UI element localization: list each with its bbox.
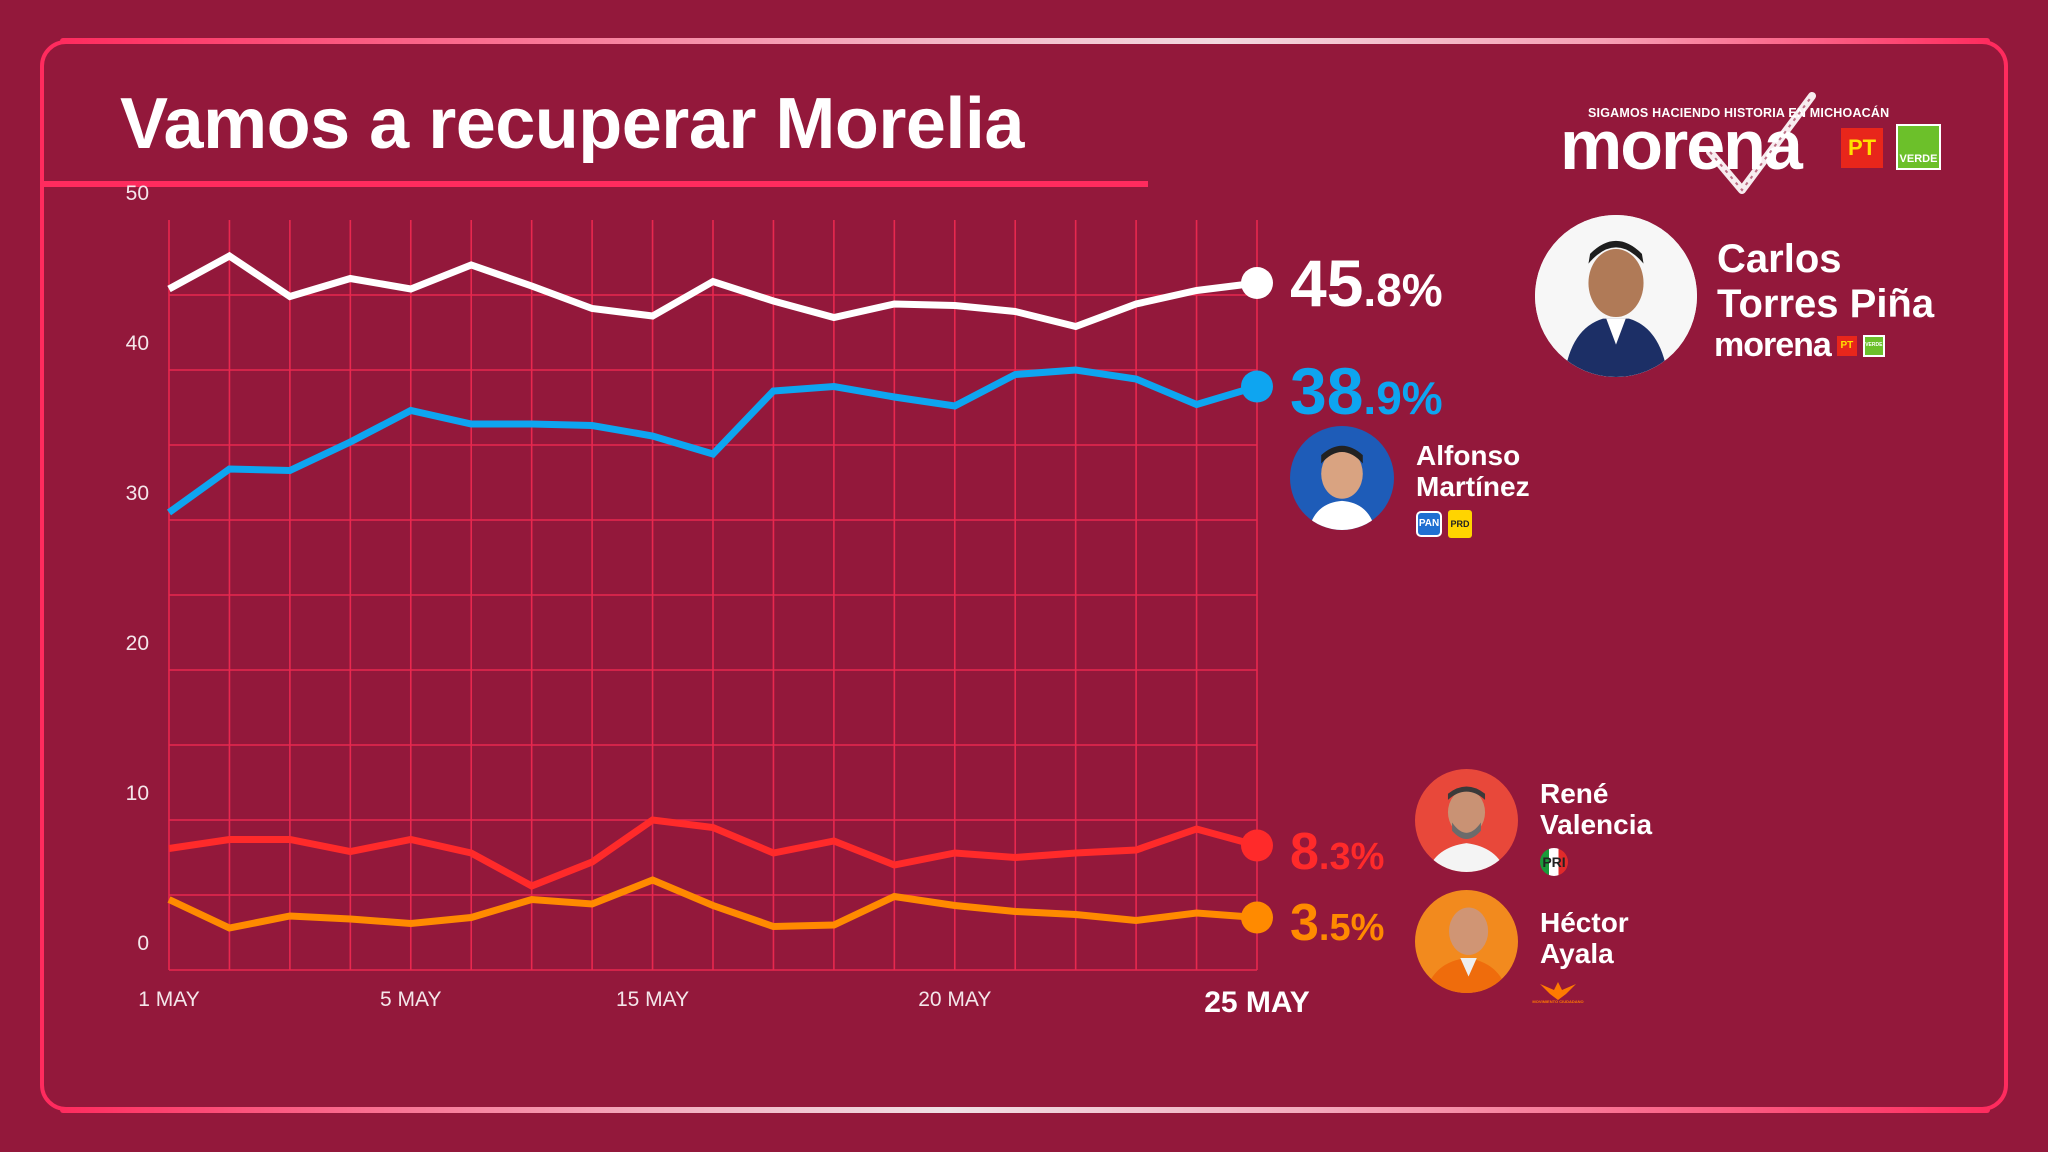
chart-end-markers <box>1241 267 1273 934</box>
martinez-parties: PAN PRD <box>1416 510 1472 538</box>
y-tick-label: 10 <box>125 782 149 805</box>
checkmark-icon <box>1706 92 1816 194</box>
x-tick-label: 5 MAY <box>380 988 442 1011</box>
ayala-percentage: 3.5% <box>1290 894 1385 952</box>
chart-grid <box>168 220 1258 971</box>
series-end-marker <box>1241 267 1273 299</box>
verde-logo-icon: VERDE <box>1862 334 1885 357</box>
x-tick-label: 25 MAY <box>1204 986 1310 1019</box>
martinez-photo <box>1290 426 1394 530</box>
valencia-parties: PRI <box>1540 848 1568 876</box>
torres-percentage: 45.8% <box>1290 246 1443 320</box>
eagle-icon <box>1540 982 1576 1000</box>
verde-logo-icon: VERDE <box>1896 124 1941 170</box>
torres-name: Carlos Torres Piña <box>1717 237 1935 326</box>
title-underline <box>42 181 1148 187</box>
pt-logo-icon: PT <box>1841 128 1883 168</box>
pri-logo-icon: PRI <box>1540 848 1568 876</box>
valencia-name: René Valencia <box>1540 778 1653 841</box>
morena-wordmark: morena <box>1714 326 1832 364</box>
y-tick-label: 30 <box>125 482 149 505</box>
morena-logo: SIGAMOS HACIENDO HISTORIA EN MICHOACÁN m… <box>1560 92 1950 208</box>
y-tick-label: 20 <box>125 632 149 655</box>
valencia-percentage: 8.3% <box>1290 823 1385 881</box>
x-tick-label: 20 MAY <box>918 988 992 1011</box>
x-tick-label: 15 MAY <box>615 988 690 1011</box>
torres-photo <box>1535 215 1697 377</box>
frame-bottom-highlight <box>60 1107 1990 1113</box>
ayala-parties: MOVIMIENTO CIUDADANO <box>1532 978 1584 1008</box>
series-end-marker <box>1241 370 1273 403</box>
torres-parties: morena PT VERDE <box>1714 326 1885 365</box>
prd-logo-icon: PRD <box>1448 510 1472 538</box>
ayala-name: Héctor Ayala <box>1540 907 1629 970</box>
chart-lines <box>166 251 1258 932</box>
x-tick-label: 1 MAY <box>138 988 200 1011</box>
frame-top-highlight <box>60 38 1990 44</box>
pt-logo-icon: PT <box>1836 335 1857 356</box>
martinez-name: Alfonso Martínez <box>1416 440 1530 503</box>
y-tick-label: 50 <box>125 182 149 205</box>
movimiento-ciudadano-logo-icon: MOVIMIENTO CIUDADANO <box>1532 978 1584 1008</box>
martinez-percentage: 38.9% <box>1290 354 1443 428</box>
y-tick-label: 0 <box>137 932 149 955</box>
y-tick-label: 40 <box>125 332 149 355</box>
ayala-photo <box>1415 890 1518 993</box>
series-end-marker <box>1241 829 1273 862</box>
valencia-photo <box>1415 769 1518 872</box>
pan-logo-icon: PAN <box>1416 511 1442 537</box>
series-end-marker <box>1241 901 1273 934</box>
page-title: Vamos a recuperar Morelia <box>120 84 1024 164</box>
logo-slogan: SIGAMOS HACIENDO HISTORIA EN MICHOACÁN <box>1588 106 1890 120</box>
